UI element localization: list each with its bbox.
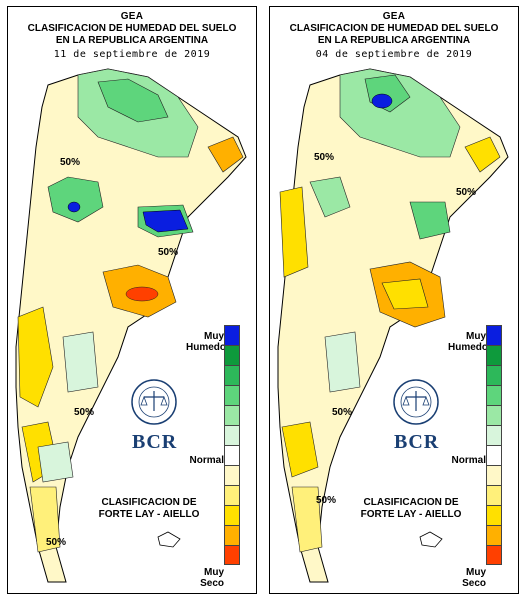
- legend-swatch: [486, 465, 502, 485]
- bcr-seal-logo: [131, 379, 177, 425]
- contour-label: 50%: [158, 247, 179, 258]
- legend-swatch: [224, 345, 240, 365]
- header-org: GEA: [120, 11, 144, 22]
- legend-label-normal: Normal: [451, 455, 486, 466]
- classification-line1: CLASIFICACION DE: [363, 497, 459, 508]
- legend-label-muy-humedo: Muy Humedo: [448, 331, 488, 353]
- classification-line2: FORTE LAY - AIELLO: [98, 509, 200, 520]
- bcr-seal-logo: [393, 379, 439, 425]
- map-date: 04 de septiembre de 2019: [315, 49, 473, 60]
- header-title: CLASIFICACION DE HUMEDAD DEL SUELO: [27, 23, 237, 34]
- contour-label: 50%: [74, 407, 95, 418]
- legend-swatch: [224, 465, 240, 485]
- legend-swatch: [486, 525, 502, 545]
- contour-label: 50%: [456, 187, 477, 198]
- classification-line1: CLASIFICACION DE: [101, 497, 197, 508]
- legend-swatch: [224, 445, 240, 465]
- color-legend: [224, 325, 240, 565]
- contour-label: 50%: [316, 495, 337, 506]
- legend-swatch: [486, 425, 502, 445]
- legend-swatch: [486, 345, 502, 365]
- legend-swatch: [224, 365, 240, 385]
- legend-label-normal: Normal: [189, 455, 224, 466]
- header-subtitle: EN LA REPUBLICA ARGENTINA: [317, 35, 471, 46]
- legend-swatch: [224, 545, 240, 565]
- legend-swatch: [486, 365, 502, 385]
- header-title: CLASIFICACION DE HUMEDAD DEL SUELO: [289, 23, 499, 34]
- legend-swatch: [224, 405, 240, 425]
- legend-swatch: [224, 325, 240, 345]
- legend-label-muy-humedo: Muy Humedo: [186, 331, 226, 353]
- legend-swatch: [486, 445, 502, 465]
- legend-swatch: [486, 545, 502, 565]
- contour-label: 50%: [60, 157, 81, 168]
- contour-label: 50%: [314, 152, 335, 163]
- legend-swatch: [486, 385, 502, 405]
- header-org: GEA: [382, 11, 406, 22]
- bcr-logo-text: BCR: [394, 431, 440, 453]
- legend-swatch: [486, 485, 502, 505]
- map-panel-sep-04: GEA CLASIFICACION DE HUMEDAD DEL SUELO E…: [269, 6, 519, 594]
- map-date: 11 de septiembre de 2019: [53, 49, 211, 60]
- argentina-soil-moisture-map: [277, 68, 509, 583]
- contour-label: 50%: [46, 537, 67, 548]
- legend-label-muy-seco: Muy Seco: [462, 567, 486, 589]
- classification-line2: FORTE LAY - AIELLO: [360, 509, 462, 520]
- legend-swatch: [224, 385, 240, 405]
- argentina-soil-moisture-map: [15, 68, 247, 583]
- legend-swatch: [486, 405, 502, 425]
- legend-swatch: [224, 525, 240, 545]
- legend-swatch: [486, 325, 502, 345]
- legend-label-muy-seco: Muy Seco: [200, 567, 224, 589]
- legend-swatch: [224, 485, 240, 505]
- header-subtitle: EN LA REPUBLICA ARGENTINA: [55, 35, 209, 46]
- bcr-logo-text: BCR: [132, 431, 178, 453]
- legend-swatch: [224, 425, 240, 445]
- color-legend: [486, 325, 502, 565]
- legend-swatch: [224, 505, 240, 525]
- map-panel-sep-11: GEA CLASIFICACION DE HUMEDAD DEL SUELO E…: [7, 6, 257, 594]
- legend-swatch: [486, 505, 502, 525]
- contour-label: 50%: [332, 407, 353, 418]
